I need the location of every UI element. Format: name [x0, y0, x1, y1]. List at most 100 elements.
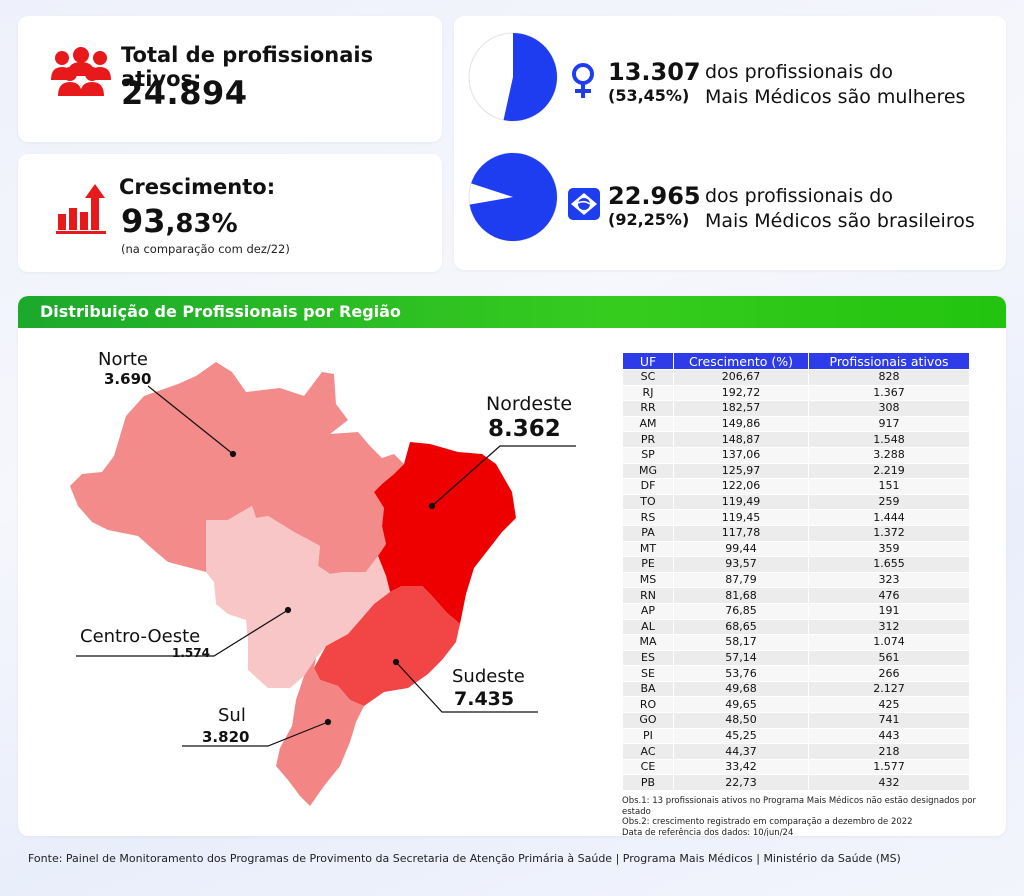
brazil-flag-icon [568, 188, 600, 220]
growth-cell: 99,44 [673, 540, 809, 558]
region-sudeste-name: Sudeste [452, 666, 525, 687]
professionals-cell: 1.372 [808, 524, 970, 542]
uf-cell: SC [622, 369, 674, 386]
growth-cell: 87,79 [673, 571, 809, 589]
growth-cell: 33,42 [673, 758, 809, 776]
professionals-cell: 151 [808, 478, 970, 495]
table-row: AC 44,37 218 [622, 743, 970, 760]
professionals-cell: 2.127 [808, 680, 970, 698]
growth-cell: 81,68 [673, 587, 809, 604]
growth-cell: 148,87 [673, 431, 809, 448]
table-row: RR 182,57 308 [622, 400, 970, 417]
uf-cell: PE [622, 556, 674, 573]
women-pie-slice [503, 33, 557, 121]
professionals-cell: 259 [808, 493, 970, 511]
table-row: GO 48,50 741 [622, 712, 970, 729]
growth-cell: 45,25 [673, 727, 809, 745]
table-row: RJ 192,72 1.367 [622, 384, 970, 402]
uf-cell: RN [622, 587, 674, 604]
professionals-cell: 443 [808, 727, 970, 745]
uf-cell: GO [622, 712, 674, 729]
region-sudeste-value: 7.435 [454, 688, 515, 710]
uf-cell: RR [622, 400, 674, 417]
growth-note: (na comparação com dez/22) [121, 242, 290, 256]
growth-card: Crescimento: 93,83% (na comparação com d… [18, 154, 442, 272]
professionals-cell: 3.288 [808, 446, 970, 464]
uf-table: UF Crescimento (%) Profissionais ativos … [622, 352, 970, 792]
region-nordeste-name: Nordeste [486, 393, 573, 415]
region-centro-oeste-name: Centro-Oeste [80, 626, 201, 647]
female-symbol-icon [572, 63, 594, 98]
section-header: Distribuição de Profissionais por Região [18, 296, 1006, 328]
table-row: MG 125,97 2.219 [622, 462, 970, 480]
women-text-line1: dos profissionais do [705, 61, 893, 83]
women-percent: (53,45%) [608, 86, 690, 105]
region-distribution-card: Distribuição de Profissionais por Região… [18, 296, 1006, 836]
note-2: Obs.2: crescimento registrado em compara… [622, 817, 913, 827]
region-norte-shape [70, 362, 404, 574]
growth-cell: 58,17 [673, 634, 809, 651]
growth-header: Crescimento (%) [673, 352, 809, 370]
growth-cell: 117,78 [673, 524, 809, 542]
region-norte-name: Norte [98, 349, 149, 370]
uf-cell: PA [622, 524, 674, 542]
growth-label: Crescimento: [119, 175, 276, 199]
table-row: RS 119,45 1.444 [622, 509, 970, 526]
brazil-region-map [70, 362, 576, 806]
professionals-cell: 312 [808, 618, 970, 636]
professionals-cell: 266 [808, 665, 970, 682]
growth-bar-chart-icon [56, 184, 106, 234]
uf-header: UF [622, 352, 674, 370]
professionals-cell: 741 [808, 712, 970, 729]
women-share-pie [468, 32, 558, 122]
growth-cell: 68,65 [673, 618, 809, 636]
growth-cell: 22,73 [673, 774, 809, 792]
uf-cell: RO [622, 696, 674, 714]
table-row: PE 93,57 1.655 [622, 556, 970, 573]
professionals-header: Profissionais ativos [808, 352, 970, 370]
growth-cell: 119,45 [673, 509, 809, 526]
table-row: MT 99,44 359 [622, 540, 970, 558]
table-row: SE 53,76 266 [622, 665, 970, 682]
people-group-icon [51, 47, 111, 96]
table-row: SP 137,06 3.288 [622, 446, 970, 464]
table-notes: Obs.1: 13 profissionais ativos no Progra… [622, 796, 1006, 836]
growth-value-decimal: ,83% [165, 209, 238, 239]
table-row: PB 22,73 432 [622, 774, 970, 792]
growth-cell: 49,65 [673, 696, 809, 714]
professionals-cell: 308 [808, 400, 970, 417]
professionals-cell: 917 [808, 415, 970, 433]
table-row: MA 58,17 1.074 [622, 634, 970, 651]
table-row: DF 122,06 151 [622, 478, 970, 495]
table-row: AP 76,85 191 [622, 602, 970, 620]
growth-cell: 48,50 [673, 712, 809, 729]
growth-cell: 93,57 [673, 556, 809, 573]
uf-cell: PI [622, 727, 674, 745]
uf-table-header-row: UF Crescimento (%) Profissionais ativos [622, 352, 970, 370]
growth-cell: 122,06 [673, 478, 809, 495]
uf-cell: AM [622, 415, 674, 433]
footer-source: Fonte: Painel de Monitoramento dos Progr… [28, 852, 901, 865]
region-sul-value: 3.820 [202, 728, 250, 746]
region-sul-shape [276, 658, 364, 806]
table-row: PA 117,78 1.372 [622, 524, 970, 542]
growth-cell: 44,37 [673, 743, 809, 760]
note-3: Data de referência dos dados: 10/jun/24 [622, 827, 794, 837]
note-1: Obs.1: 13 profissionais ativos no Progra… [622, 796, 976, 817]
uf-cell: CE [622, 758, 674, 776]
women-number: 13.307 [608, 58, 701, 86]
table-row: RO 49,65 425 [622, 696, 970, 714]
region-centro-oeste-shape [206, 506, 390, 688]
uf-cell: AL [622, 618, 674, 636]
uf-cell: SP [622, 446, 674, 464]
professionals-cell: 425 [808, 696, 970, 714]
brazilians-share-pie [468, 152, 558, 242]
professionals-cell: 1.444 [808, 509, 970, 526]
brazilians-percent: (92,25%) [608, 210, 690, 229]
region-sudeste-shape [314, 586, 460, 706]
uf-cell: RJ [622, 384, 674, 402]
professionals-cell: 476 [808, 587, 970, 604]
total-professionals-card: Total de profissionais ativos: 24.894 [18, 16, 442, 142]
uf-cell: MA [622, 634, 674, 651]
brazilians-number: 22.965 [608, 182, 701, 210]
